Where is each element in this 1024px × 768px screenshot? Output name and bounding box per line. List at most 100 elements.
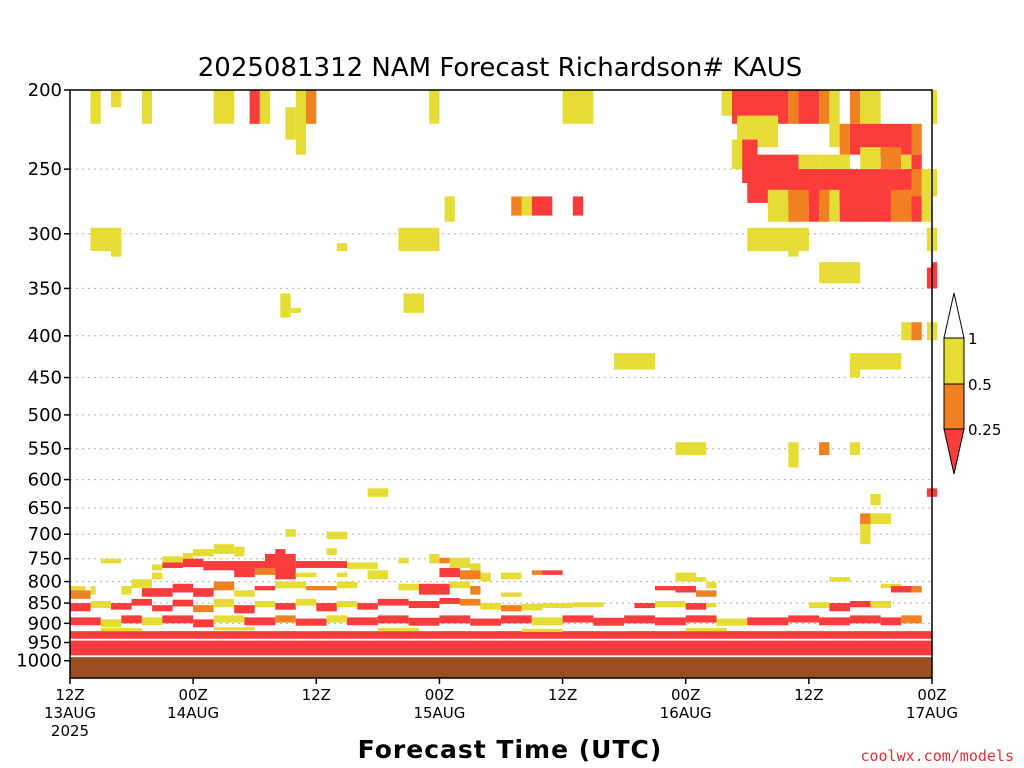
heatmap-cell: [767, 189, 789, 222]
heatmap-cell: [819, 189, 830, 222]
y-tick-label: 300: [28, 224, 62, 245]
legend-label: 0.5: [968, 376, 992, 394]
heatmap-cell: [829, 603, 850, 612]
heatmap-cell: [234, 567, 255, 578]
y-tick-label: 350: [28, 278, 62, 299]
heatmap-cell: [234, 546, 245, 557]
heatmap-cell: [213, 615, 245, 623]
x-tick-label: 2025: [51, 722, 89, 740]
heatmap-cell: [572, 196, 584, 216]
x-tick-label: 00Z: [178, 686, 207, 704]
heatmap-cell: [706, 581, 717, 589]
ground-band: [70, 657, 932, 678]
heatmap-cell: [695, 590, 717, 597]
heatmap-cell: [100, 628, 142, 632]
heatmap-cell: [932, 262, 938, 289]
heatmap-cell: [911, 123, 922, 155]
heatmap-cell: [377, 628, 419, 632]
heatmap-cell: [90, 600, 112, 609]
heatmap-cell: [849, 361, 861, 378]
heatmap-cell: [788, 442, 799, 468]
heatmap-cell: [654, 585, 676, 591]
heatmap-cell: [911, 169, 922, 210]
heatmap-cell: [141, 90, 153, 124]
heatmap-cell: [449, 557, 471, 569]
heatmap-cell: [880, 147, 902, 170]
heatmap-cell: [213, 598, 235, 608]
heatmap-cell: [326, 531, 348, 540]
heatmap-cell: [377, 598, 409, 606]
heatmap-cell: [70, 590, 91, 599]
heatmap-cell: [685, 615, 717, 623]
heatmap-cell: [542, 570, 563, 575]
heatmap-cell: [285, 107, 296, 140]
heatmap-cell: [213, 544, 235, 554]
heatmap-cell: [275, 581, 307, 589]
y-tick-label: 200: [28, 80, 62, 101]
heatmap-cell: [531, 617, 563, 626]
heatmap-cell: [439, 615, 471, 624]
plot-frame: [69, 89, 933, 679]
heatmap-cell: [193, 619, 214, 628]
heatmap-cell: [521, 628, 563, 632]
y-axis: 200 250 300 350 400 450 500 550 600 650 700 7508008…: [16, 80, 70, 672]
x-tick-label: 00Z: [671, 686, 700, 704]
heatmap-cell: [316, 603, 337, 612]
heatmap-cell: [295, 572, 317, 578]
x-tick-label: 17AUG: [906, 704, 958, 722]
heatmap-cell: [439, 557, 450, 564]
heatmap-cell: [280, 293, 291, 318]
heatmap-cell: [849, 615, 881, 624]
heatmap-cell: [932, 90, 938, 124]
credit-text[interactable]: coolwx.com/models: [860, 747, 1014, 765]
heatmap-cell: [162, 562, 183, 569]
heatmap-cell: [470, 563, 481, 571]
heatmap-cell: [336, 581, 358, 589]
x-tick-label: 15AUG: [413, 704, 465, 722]
heatmap-cell: [152, 564, 163, 571]
heatmap-cell: [624, 615, 655, 624]
heatmap-cell: [162, 615, 194, 624]
heatmap-cell: [275, 568, 296, 580]
heatmap-cell: [849, 90, 861, 124]
heatmap-cell: [870, 600, 891, 609]
heatmap-cell: [295, 618, 327, 626]
heatmap-cell: [932, 169, 938, 197]
heatmap-cell: [285, 529, 296, 537]
heatmap-cell: [860, 513, 871, 524]
heatmap-cell: [542, 603, 573, 609]
legend-swatch-high: [943, 337, 965, 385]
heatmap-cell: [521, 603, 543, 611]
heatmap-cell: [839, 189, 891, 222]
heatmap-cell: [203, 561, 296, 571]
heatmap-cell: [111, 239, 122, 257]
heatmap-cell: [737, 115, 758, 140]
heatmap-cell: [275, 615, 296, 623]
y-tick-label: 1000: [16, 651, 62, 672]
chart-title: 2025081312 NAM Forecast Richardson# KAUS: [198, 53, 803, 83]
heatmap-cell: [788, 90, 799, 124]
legend-label: 0.25: [968, 421, 1001, 439]
heatmap-cell: [634, 603, 655, 609]
y-tick-label: 850: [28, 593, 62, 614]
heatmap-cell: [429, 90, 440, 124]
heatmap-cell: [613, 353, 655, 370]
y-tick-label: 400: [28, 326, 62, 347]
heatmap-cell: [849, 600, 871, 608]
heatmap-cell: [819, 90, 830, 124]
x-tick-label: 14AUG: [167, 704, 219, 722]
heatmap-cell: [295, 90, 307, 124]
heatmap-cell: [439, 568, 460, 578]
heatmap-cell: [275, 549, 286, 557]
heatmap-cell: [234, 590, 255, 597]
heatmap-cell: [336, 572, 348, 578]
heatmap-cell: [562, 90, 594, 124]
heatmap-cell: [111, 603, 132, 610]
heatmap-cell: [131, 598, 153, 606]
heatmap-cell: [449, 581, 471, 589]
heatmap-cell: [860, 523, 871, 535]
y-tick-label: 800: [28, 572, 62, 593]
heatmap-cell: [921, 196, 932, 222]
y-tick-label: 950: [28, 633, 62, 654]
heatmap-cell: [880, 617, 902, 626]
